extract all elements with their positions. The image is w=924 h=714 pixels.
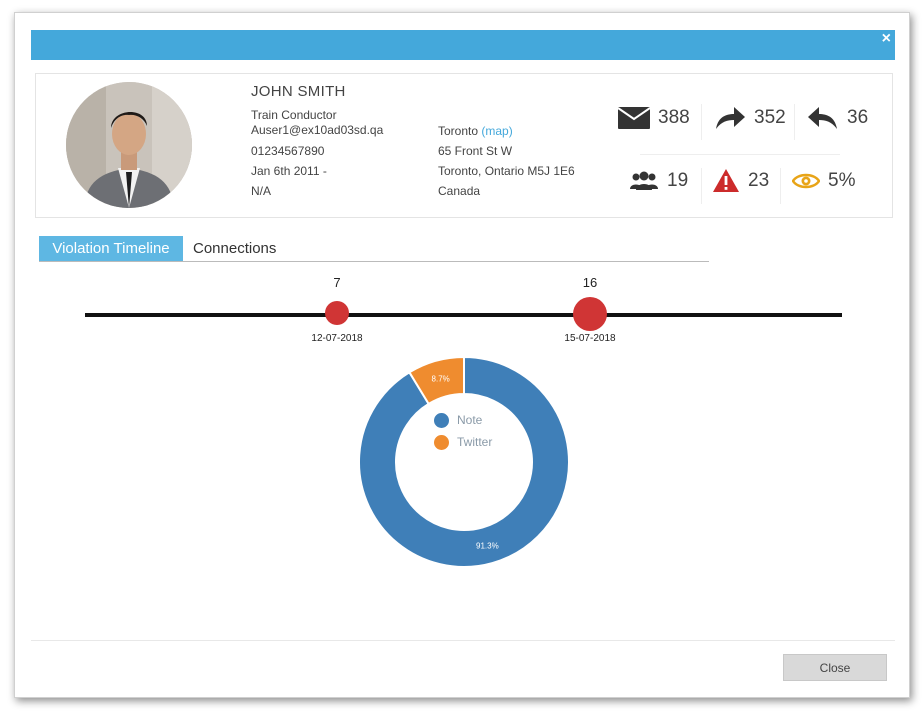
warning-icon: [713, 169, 739, 192]
stat-viewed: 5%: [792, 170, 855, 192]
user-detail-dialog: × JOHN SMITH Train Conductor Auser1@ex10…: [14, 12, 910, 698]
country: Canada: [438, 184, 481, 198]
legend-item-note[interactable]: Note: [434, 409, 492, 431]
donut-slice-note[interactable]: [358, 355, 570, 568]
donut-label-twitter: 8.7%: [432, 375, 450, 384]
event-count-2: 16: [582, 275, 598, 290]
forward-icon: [716, 107, 745, 129]
chart-legend: Note Twitter: [434, 409, 492, 453]
event-date-2: 15-07-2018: [564, 333, 616, 344]
donut-slice-twitter[interactable]: [408, 355, 465, 406]
stat-forwarded-value: 352: [754, 107, 786, 128]
stat-viewed-value: 5%: [828, 170, 856, 191]
stat-messages: 388: [618, 107, 690, 129]
street: 65 Front St W: [438, 144, 513, 158]
legend-swatch-twitter: [434, 434, 449, 450]
avatar: [66, 82, 192, 208]
stat-contacts-value: 19: [667, 170, 689, 191]
address-block: Toronto (map) 65 Front St W Toronto, Ont…: [438, 121, 575, 201]
profile-card: JOHN SMITH Train Conductor Auser1@ex10ad…: [35, 73, 893, 218]
close-button[interactable]: Close: [783, 654, 887, 681]
tab-bar: Violation Timeline Connections: [39, 236, 709, 262]
stat-messages-value: 388: [658, 107, 690, 128]
date-range: Jan 6th 2011 -: [251, 164, 327, 178]
reply-icon: [808, 107, 837, 129]
user-info: Train Conductor Auser1@ex10ad03sd.qa 012…: [251, 108, 383, 201]
legend-swatch-note: [434, 412, 449, 428]
donut-label-note: 91.3%: [476, 541, 499, 550]
event-dot-2[interactable]: [573, 297, 607, 331]
user-name: JOHN SMITH: [251, 83, 346, 100]
stat-replied: 36: [807, 106, 868, 130]
tab-connections[interactable]: Connections: [193, 240, 277, 257]
event-count-1: 7: [333, 275, 341, 290]
legend-label-twitter: Twitter: [457, 435, 493, 449]
avatar-portrait: [66, 82, 192, 208]
legend-label-note: Note: [457, 413, 483, 427]
footer-divider: [31, 640, 895, 641]
donut-chart: 91.3% 8.7%: [357, 355, 571, 569]
stat-alerts: 23: [712, 168, 769, 193]
job-title: Train Conductor: [251, 108, 337, 122]
stat-replied-value: 36: [847, 107, 869, 128]
eye-icon: [792, 173, 820, 189]
stat-contacts: 19: [629, 170, 688, 192]
map-link[interactable]: (map): [481, 124, 513, 138]
event-date-1: 12-07-2018: [311, 333, 363, 344]
stat-alerts-value: 23: [748, 169, 770, 191]
donut-svg: 91.3% 8.7%: [358, 355, 570, 568]
end-date: N/A: [251, 184, 272, 198]
stat-forwarded: 352: [714, 106, 786, 130]
phone: 01234567890: [251, 144, 325, 158]
tab-violation-timeline[interactable]: Violation Timeline: [39, 236, 183, 261]
envelope-icon: [618, 107, 650, 129]
city: Toronto: [438, 124, 479, 138]
email: Auser1@ex10ad03sd.qa: [251, 123, 384, 137]
dialog-titlebar: ×: [31, 30, 895, 60]
close-icon[interactable]: ×: [881, 30, 891, 47]
city-region: Toronto, Ontario M5J 1E6: [438, 164, 575, 178]
event-dot-1[interactable]: [325, 301, 349, 325]
legend-item-twitter[interactable]: Twitter: [434, 431, 492, 453]
users-icon: [630, 171, 658, 190]
timeline-axis: [85, 313, 842, 317]
